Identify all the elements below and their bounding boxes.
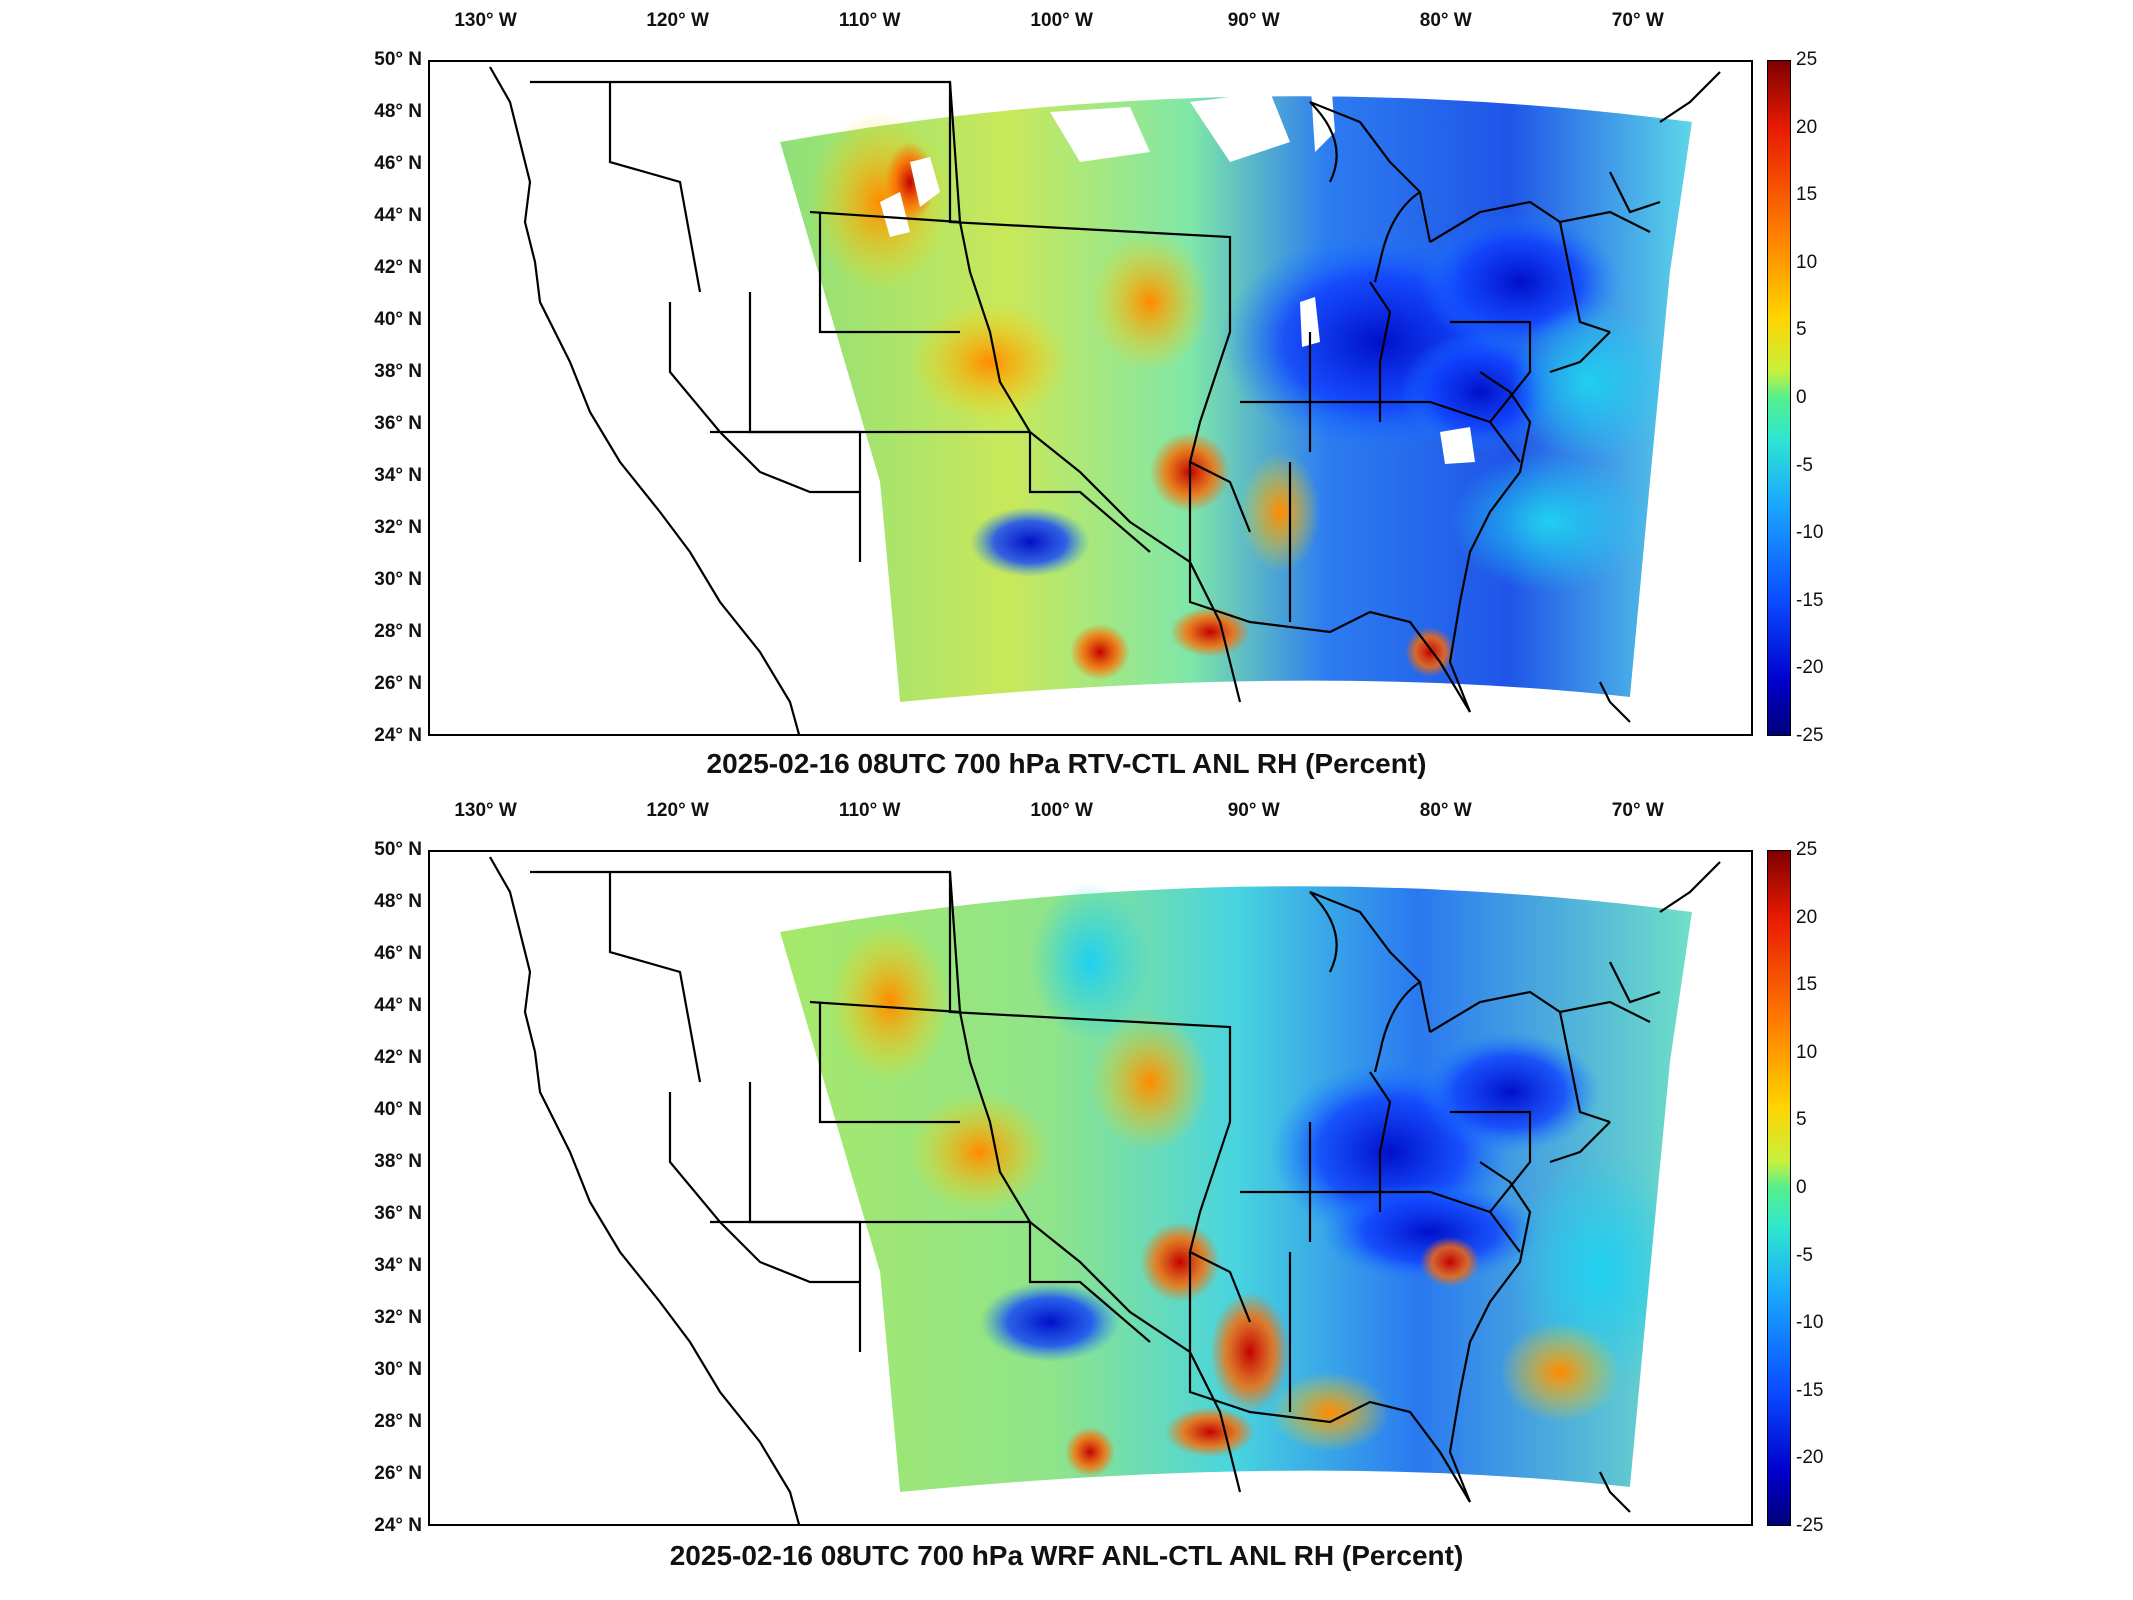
latitude-label: 42° N bbox=[374, 257, 422, 278]
longitude-axis-bottom: 130° W 120° W 110° W 100° W 90° W 80° W 70° W bbox=[0, 800, 2133, 830]
colorbar-tick-label: -25 bbox=[1796, 1515, 1824, 1536]
latitude-label: 28° N bbox=[374, 621, 422, 642]
colorbar-tick-label: -15 bbox=[1796, 1379, 1824, 1401]
colorbar-tick-label: 5 bbox=[1796, 1109, 1807, 1131]
latitude-label: 48° N bbox=[374, 891, 422, 912]
colorbar-tick-label: -15 bbox=[1796, 589, 1824, 611]
colorbar-tick-label: 15 bbox=[1796, 974, 1818, 996]
latitude-label: 50° N bbox=[374, 49, 422, 70]
boundaries-top bbox=[489, 66, 1721, 734]
colorbar-tick-label: -10 bbox=[1796, 522, 1824, 544]
boundaries-bottom bbox=[489, 856, 1721, 1524]
latitude-label: 38° N bbox=[374, 361, 422, 382]
latitude-label: 26° N bbox=[374, 673, 422, 694]
colorbar-tick-label: -5 bbox=[1796, 1244, 1813, 1266]
colorbar-tick-label: 10 bbox=[1796, 251, 1818, 273]
colorbar-tick-label: -20 bbox=[1796, 657, 1824, 679]
panel-title-top: 2025-02-16 08UTC 700 hPa RTV-CTL ANL RH … bbox=[706, 748, 1427, 779]
latitude-axis-top: 50° N 48° N 46° N 44° N 42° N 40° N 38° N 36° N… bbox=[350, 49, 426, 746]
longitude-label: 100° W bbox=[1030, 800, 1093, 821]
latitude-label: 32° N bbox=[374, 1307, 422, 1328]
latitude-label: 28° N bbox=[374, 1411, 422, 1432]
latitude-label: 24° N bbox=[374, 1515, 422, 1536]
colorbar-tick-label: 25 bbox=[1796, 839, 1818, 860]
colorbar-tick-label: -5 bbox=[1796, 454, 1813, 476]
latitude-label: 40° N bbox=[374, 1099, 422, 1120]
longitude-label: 90° W bbox=[1227, 800, 1280, 821]
longitude-label: 130° W bbox=[454, 10, 517, 31]
colorbar-tick-label: 5 bbox=[1796, 319, 1807, 341]
latitude-label: 50° N bbox=[374, 839, 422, 860]
longitude-label: 110° W bbox=[838, 800, 901, 821]
longitude-label: 100° W bbox=[1030, 10, 1093, 31]
panel-title-bottom: 2025-02-16 08UTC 700 hPa WRF ANL-CTL ANL… bbox=[669, 1540, 1464, 1571]
colorbar-tick-label: -10 bbox=[1796, 1312, 1824, 1334]
latitude-label: 40° N bbox=[374, 309, 422, 330]
colorbar-tick-label: 0 bbox=[1796, 1177, 1807, 1198]
longitude-label: 120° W bbox=[646, 800, 709, 821]
longitude-label: 120° W bbox=[646, 10, 709, 31]
map-svg-bottom bbox=[430, 852, 1751, 1524]
latitude-label: 24° N bbox=[374, 725, 422, 746]
colorbar-bottom bbox=[1767, 850, 1791, 1526]
colorbar-top bbox=[1767, 60, 1791, 736]
map-panel-bottom: 130° W 120° W 110° W 100° W 90° W 80° W 70° W … bbox=[0, 790, 2133, 1600]
map-svg-top bbox=[430, 62, 1751, 734]
colorbar-tick-label: 0 bbox=[1796, 387, 1807, 408]
latitude-label: 44° N bbox=[374, 995, 422, 1016]
colorbar-tick-label: 25 bbox=[1796, 49, 1818, 70]
colorbar-tick-label: -25 bbox=[1796, 725, 1824, 746]
colorbar-ticks-top: 25 20 15 10 5 0 -5 -10 -15 -20 -25 bbox=[1796, 49, 1856, 746]
latitude-label: 46° N bbox=[374, 943, 422, 964]
latitude-label: 34° N bbox=[374, 1255, 422, 1276]
longitude-label: 110° W bbox=[838, 10, 901, 31]
longitude-label: 80° W bbox=[1419, 800, 1472, 821]
longitude-label: 70° W bbox=[1611, 10, 1664, 31]
latitude-label: 26° N bbox=[374, 1463, 422, 1484]
latitude-label: 42° N bbox=[374, 1047, 422, 1068]
latitude-label: 44° N bbox=[374, 205, 422, 226]
colorbar-ticks-bottom: 25 20 15 10 5 0 -5 -10 -15 -20 -25 bbox=[1796, 839, 1856, 1536]
latitude-axis-bottom: 50° N 48° N 46° N 44° N 42° N 40° N 38° N 36° N… bbox=[350, 839, 426, 1536]
latitude-label: 30° N bbox=[374, 569, 422, 590]
map-frame-bottom bbox=[428, 850, 1753, 1526]
colorbar-tick-label: -20 bbox=[1796, 1447, 1824, 1469]
latitude-label: 36° N bbox=[374, 1203, 422, 1224]
latitude-label: 34° N bbox=[374, 465, 422, 486]
latitude-label: 36° N bbox=[374, 413, 422, 434]
colorbar-tick-label: 15 bbox=[1796, 184, 1818, 206]
map-panel-top: 130° W 120° W 110° W 100° W 90° W 80° W 70° W … bbox=[0, 0, 2133, 790]
longitude-label: 90° W bbox=[1227, 10, 1280, 31]
map-frame-top bbox=[428, 60, 1753, 736]
latitude-label: 46° N bbox=[374, 153, 422, 174]
latitude-label: 30° N bbox=[374, 1359, 422, 1380]
colorbar-tick-label: 10 bbox=[1796, 1041, 1818, 1063]
latitude-label: 48° N bbox=[374, 101, 422, 122]
colorbar-tick-label: 20 bbox=[1796, 906, 1818, 928]
longitude-label: 80° W bbox=[1419, 10, 1472, 31]
longitude-label: 70° W bbox=[1611, 800, 1664, 821]
latitude-label: 38° N bbox=[374, 1151, 422, 1172]
longitude-label: 130° W bbox=[454, 800, 517, 821]
longitude-axis-top: 130° W 120° W 110° W 100° W 90° W 80° W 70° W bbox=[0, 10, 2133, 40]
latitude-label: 32° N bbox=[374, 517, 422, 538]
colorbar-tick-label: 20 bbox=[1796, 116, 1818, 138]
